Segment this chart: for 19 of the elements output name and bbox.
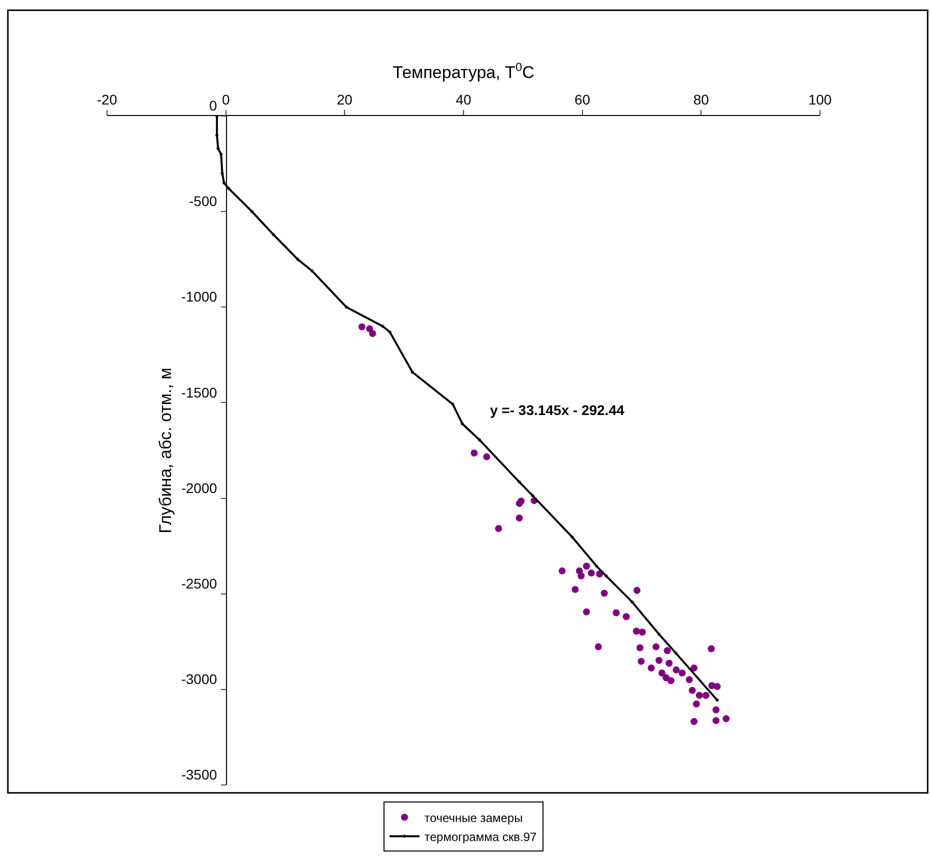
y-tick-label: -3500 bbox=[181, 766, 218, 783]
y-tick-label: -500 bbox=[189, 193, 218, 210]
annotation: y =- 33.145x - 292.44 bbox=[490, 402, 624, 418]
x-axis-title: Температура, T$^{0}$C bbox=[392, 60, 534, 82]
y-tick-label: -2000 bbox=[181, 480, 218, 496]
y-tick-label: -3000 bbox=[181, 671, 218, 688]
x-tick-label: 0 bbox=[222, 91, 230, 108]
legend-label: точечные замеры bbox=[424, 810, 523, 825]
x-tick-label: 60 bbox=[574, 91, 590, 108]
y-tick-label: -2500 bbox=[181, 575, 218, 592]
x-tick-label: 100 bbox=[808, 91, 832, 108]
y-axis-title: Глубина, абс. отм., м bbox=[156, 368, 175, 534]
legend-label: термограмма скв.97 bbox=[424, 830, 537, 844]
x-tick-label: 80 bbox=[693, 91, 710, 108]
x-tick-label: 40 bbox=[456, 91, 472, 108]
x-tick-label: 20 bbox=[336, 91, 353, 108]
y-tick-label: -1500 bbox=[181, 384, 218, 400]
y-tick-label: -1000 bbox=[181, 288, 218, 305]
x-tick-label: -20 bbox=[96, 91, 118, 108]
